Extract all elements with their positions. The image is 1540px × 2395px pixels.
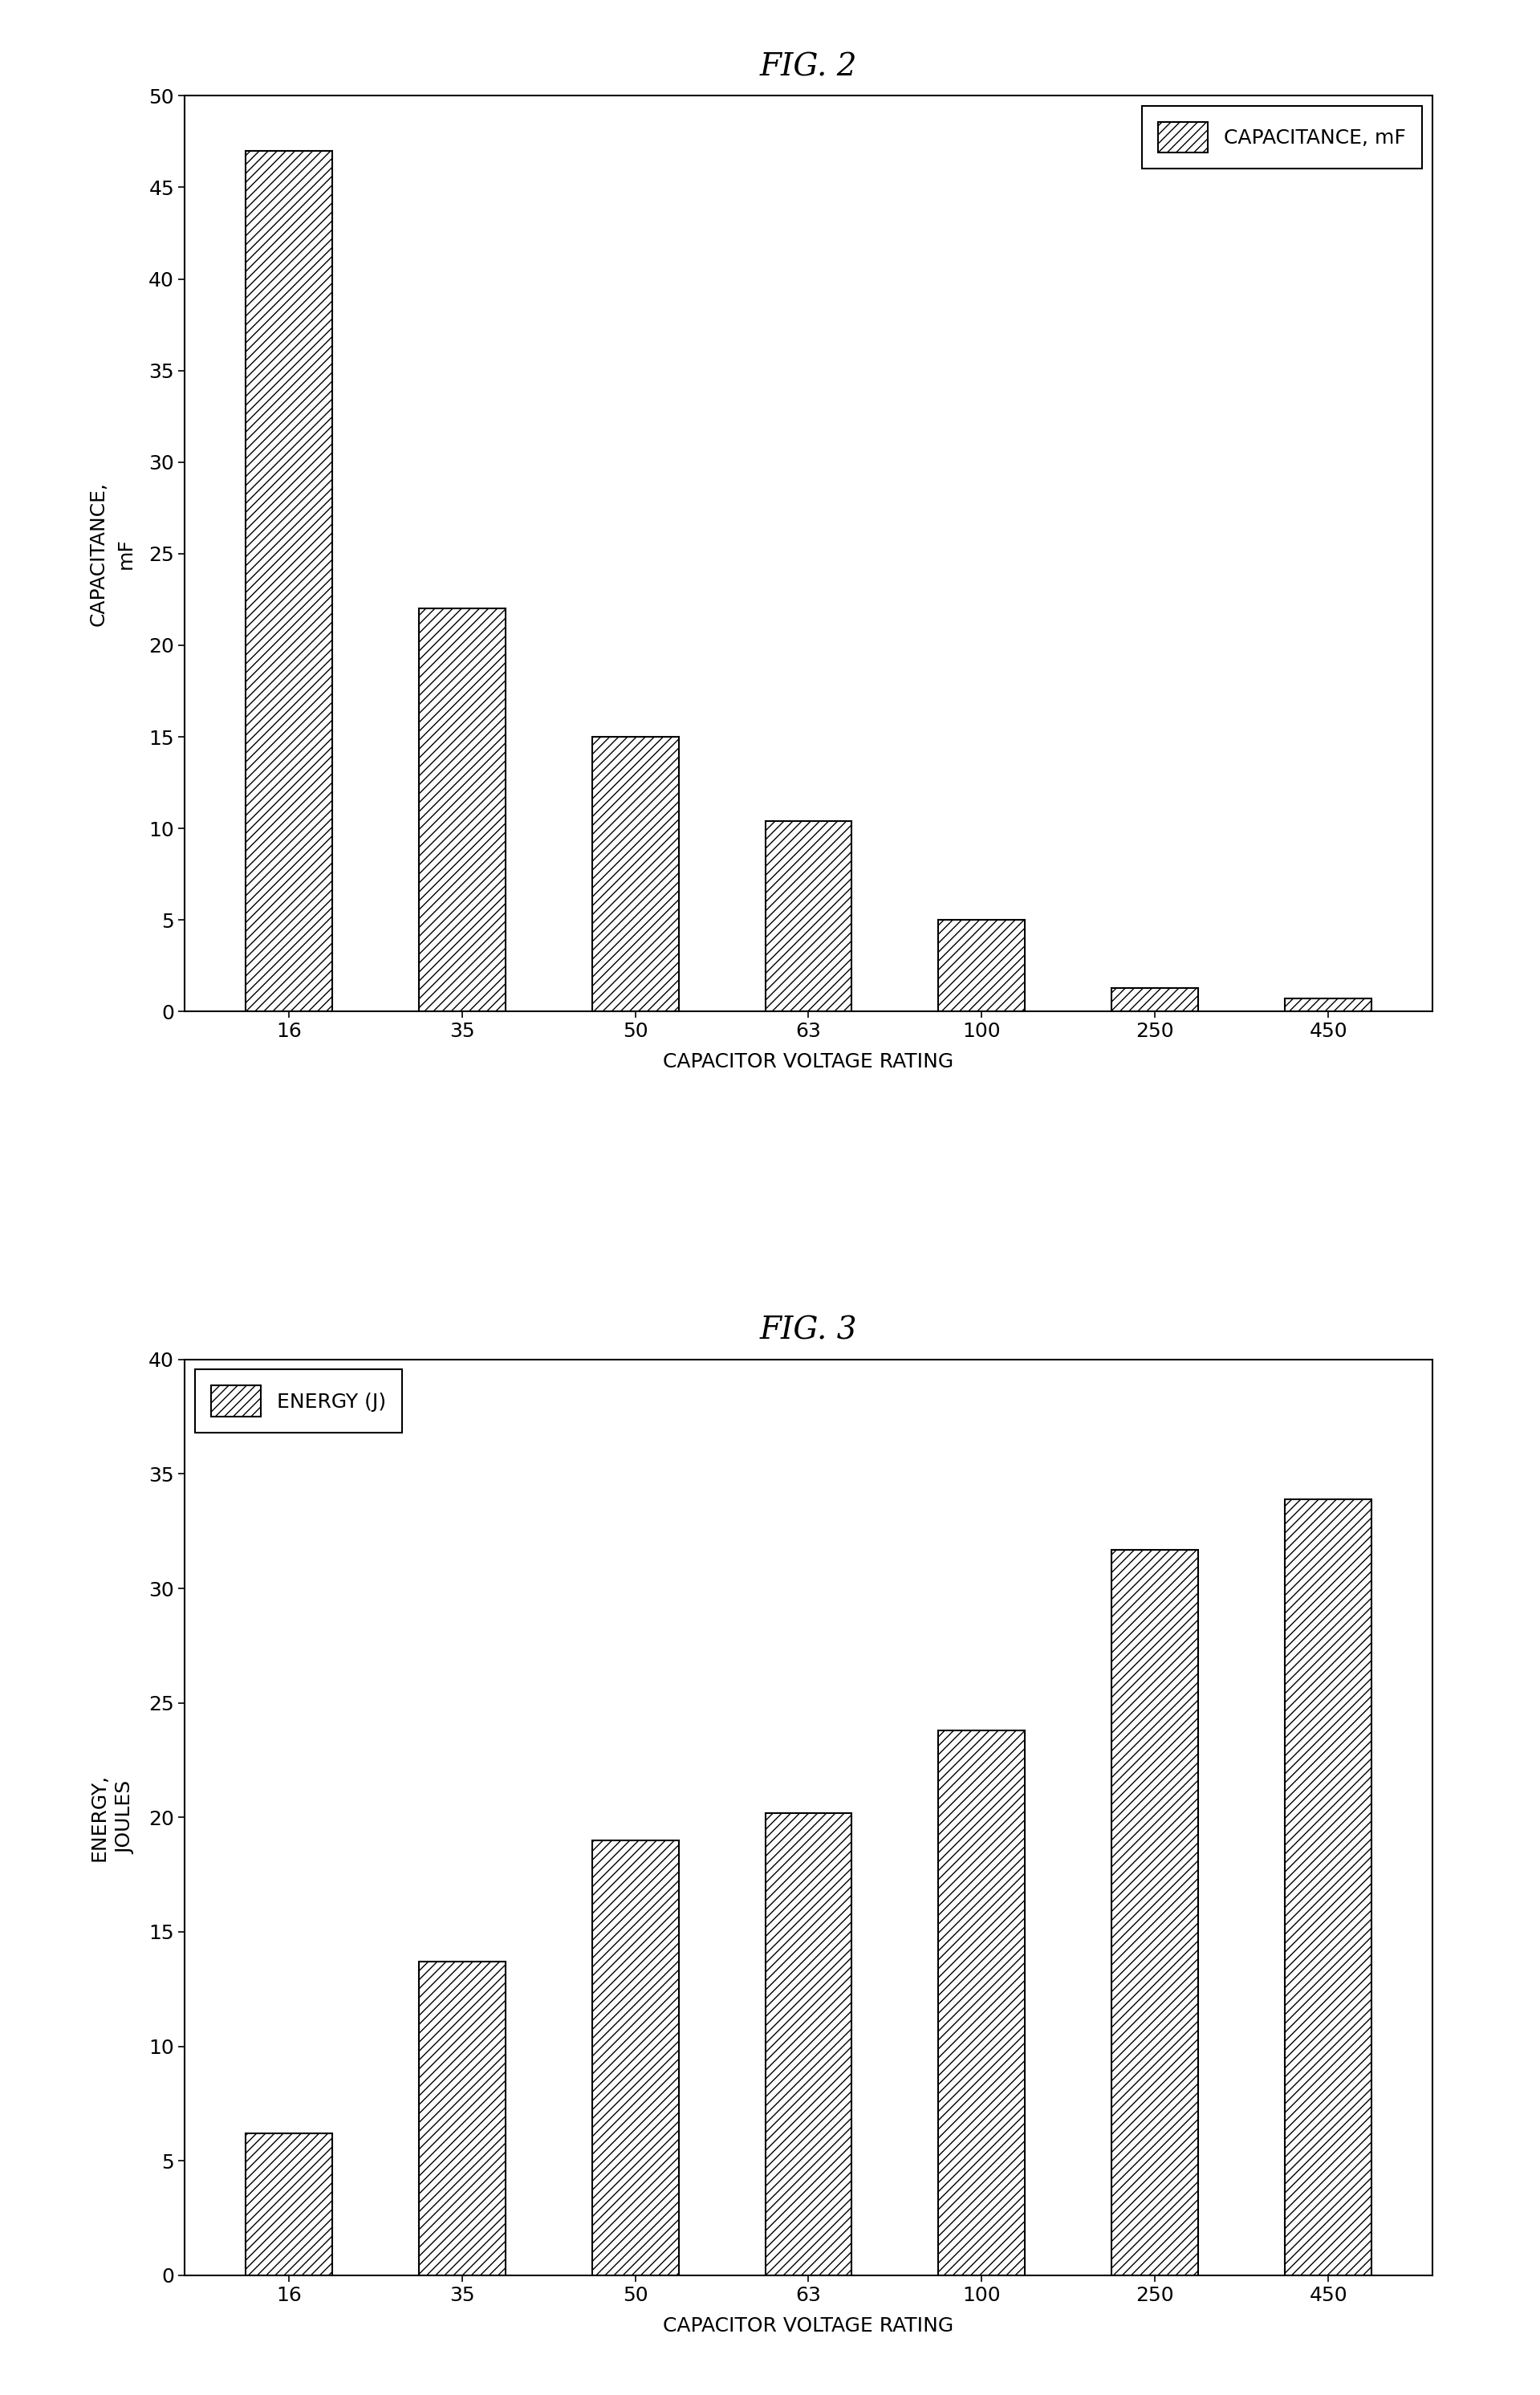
Bar bbox=[591, 1839, 679, 2275]
Title: FIG. 3: FIG. 3 bbox=[759, 1317, 858, 1346]
Title: FIG. 2: FIG. 2 bbox=[759, 53, 858, 81]
Bar bbox=[1284, 999, 1372, 1011]
Bar bbox=[419, 1962, 505, 2275]
Bar bbox=[591, 738, 679, 1011]
Bar bbox=[938, 1729, 1026, 2275]
Bar bbox=[765, 821, 852, 1011]
Bar bbox=[1112, 987, 1198, 1011]
Bar bbox=[245, 151, 333, 1011]
X-axis label: CAPACITOR VOLTAGE RATING: CAPACITOR VOLTAGE RATING bbox=[664, 2316, 953, 2335]
Legend: ENERGY (J): ENERGY (J) bbox=[196, 1370, 402, 1432]
Bar bbox=[938, 920, 1026, 1011]
Bar bbox=[765, 1813, 852, 2275]
X-axis label: CAPACITOR VOLTAGE RATING: CAPACITOR VOLTAGE RATING bbox=[664, 1051, 953, 1073]
Y-axis label: ENERGY,
JOULES: ENERGY, JOULES bbox=[89, 1775, 136, 1861]
Y-axis label: CAPACITANCE,
mF: CAPACITANCE, mF bbox=[89, 481, 136, 625]
Bar bbox=[1112, 1550, 1198, 2275]
Bar bbox=[245, 2134, 333, 2275]
Bar bbox=[419, 608, 505, 1011]
Legend: CAPACITANCE, mF: CAPACITANCE, mF bbox=[1141, 105, 1421, 170]
Bar bbox=[1284, 1499, 1372, 2275]
